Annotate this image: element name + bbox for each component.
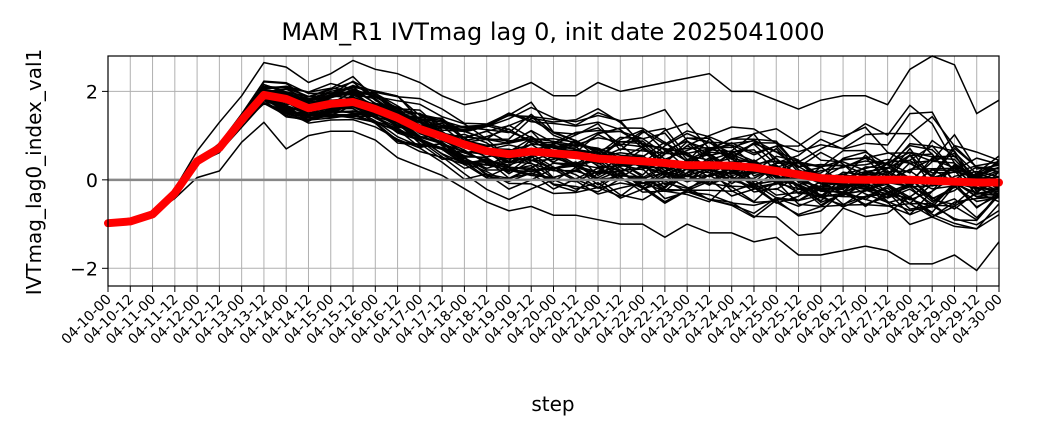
- ensemble-max-line: [107, 55, 1000, 224]
- x-axis-ticks: 04-10-0004-10-1204-11-0004-11-1204-12-00…: [59, 286, 1006, 348]
- ensemble-mean-series: [104, 90, 1003, 228]
- ensemble-member-line: [107, 75, 1000, 224]
- y-tick-label: −2: [70, 258, 98, 280]
- chart-title: MAM_R1 IVTmag lag 0, init date 202504100…: [281, 18, 824, 46]
- ensemble-min-line: [107, 121, 1000, 272]
- mean-line: [104, 90, 1003, 228]
- x-axis-label: step: [531, 392, 574, 416]
- y-axis-label: IVTmag_lag0_index_val1: [22, 49, 46, 296]
- y-tick-label: 0: [86, 170, 98, 192]
- y-tick-label: 2: [86, 81, 98, 103]
- y-axis-ticks: −2 0 2: [70, 81, 108, 280]
